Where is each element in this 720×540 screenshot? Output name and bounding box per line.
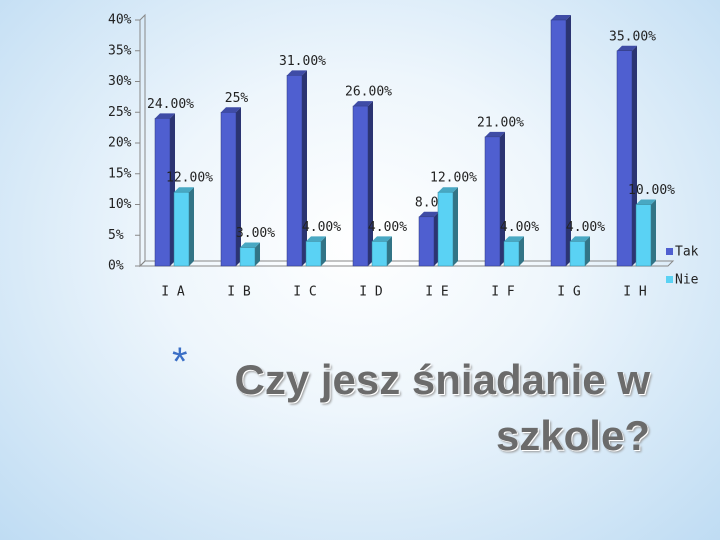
y-tick-label: 30%: [108, 74, 132, 89]
bar-side: [189, 187, 194, 266]
bar-side: [387, 236, 392, 266]
data-label: 10.00%: [628, 183, 675, 198]
y-tick-label: 0%: [108, 259, 124, 274]
bar: [371, 241, 388, 267]
chart-title: Czy jesz śniadanie w szkole?: [234, 356, 651, 459]
bar: [154, 118, 171, 267]
bar: [616, 50, 633, 267]
y-tick-label: 40%: [108, 13, 132, 28]
bar: [239, 247, 256, 267]
bar: [352, 105, 369, 267]
y-tick-label: 25%: [108, 105, 132, 120]
bar-side: [500, 131, 505, 266]
bar-side: [566, 15, 571, 266]
legend-swatch: [666, 276, 673, 283]
x-tick-label: I A: [161, 285, 185, 300]
bar-side: [255, 242, 260, 266]
bar-top: [504, 236, 524, 242]
bar-top: [617, 45, 637, 51]
y-tick-label: 10%: [108, 197, 132, 212]
data-label: 21.00%: [477, 115, 524, 130]
legend-swatch: [666, 248, 673, 255]
bar-top: [306, 236, 326, 242]
bar-top: [174, 187, 194, 193]
legend-label: Nie: [675, 273, 699, 288]
bar-top: [419, 211, 439, 217]
y-tick-label: 15%: [108, 166, 132, 181]
bullet: *: [172, 340, 188, 384]
x-tick-label: I H: [623, 285, 646, 300]
bar-top: [240, 242, 260, 248]
bar: [220, 112, 237, 267]
bar: [550, 19, 567, 267]
data-label: 24.00%: [147, 97, 194, 112]
bar-top: [570, 236, 590, 242]
bar-side: [236, 107, 241, 266]
floor: [138, 260, 675, 267]
bar-top: [485, 131, 505, 137]
bar-top: [155, 113, 175, 119]
bar-top: [287, 70, 307, 76]
y-tick-label: 20%: [108, 136, 132, 151]
bar: [484, 136, 501, 267]
data-label: 4.00%: [500, 220, 539, 235]
data-label: 31.00%: [279, 54, 326, 69]
data-label: 35.00%: [609, 29, 656, 44]
bar: [569, 241, 586, 267]
bar: [286, 75, 303, 267]
bar: [418, 216, 435, 267]
bar-side: [453, 187, 458, 266]
bar: [305, 241, 322, 267]
x-tick-label: I F: [491, 285, 515, 300]
x-tick-label: I D: [359, 285, 383, 300]
data-label: 4.00%: [302, 220, 341, 235]
bar: [503, 241, 520, 267]
y-tick-label: 5%: [108, 228, 124, 243]
bar-top: [353, 101, 373, 107]
bar-top: [221, 107, 241, 113]
data-label: 12.00%: [166, 171, 213, 186]
x-tick-label: I E: [425, 285, 448, 300]
bar-top: [372, 236, 392, 242]
x-tick-label: I B: [227, 285, 251, 300]
bar: [173, 191, 190, 267]
bar-side: [651, 199, 656, 266]
data-label: 26.00%: [345, 85, 392, 100]
bar: [437, 191, 454, 267]
bar-top: [438, 187, 458, 193]
data-label: 3.00%: [236, 226, 275, 241]
back-wall: [139, 13, 146, 268]
bar-side: [585, 236, 590, 266]
bar-side: [321, 236, 326, 266]
bar-top: [636, 199, 656, 205]
data-label: 4.00%: [566, 220, 605, 235]
y-tick-label: 35%: [108, 43, 132, 58]
bar: [635, 204, 652, 267]
data-label: 25%: [225, 91, 249, 106]
x-tick-label: I C: [293, 285, 316, 300]
bar-side: [368, 101, 373, 266]
data-label: 12.00%: [430, 171, 477, 186]
bar-side: [302, 70, 307, 266]
x-tick-label: I G: [557, 285, 581, 300]
legend-label: Tak: [675, 245, 699, 260]
bar-side: [519, 236, 524, 266]
data-label: 4.00%: [368, 220, 407, 235]
bar-top: [551, 15, 571, 20]
